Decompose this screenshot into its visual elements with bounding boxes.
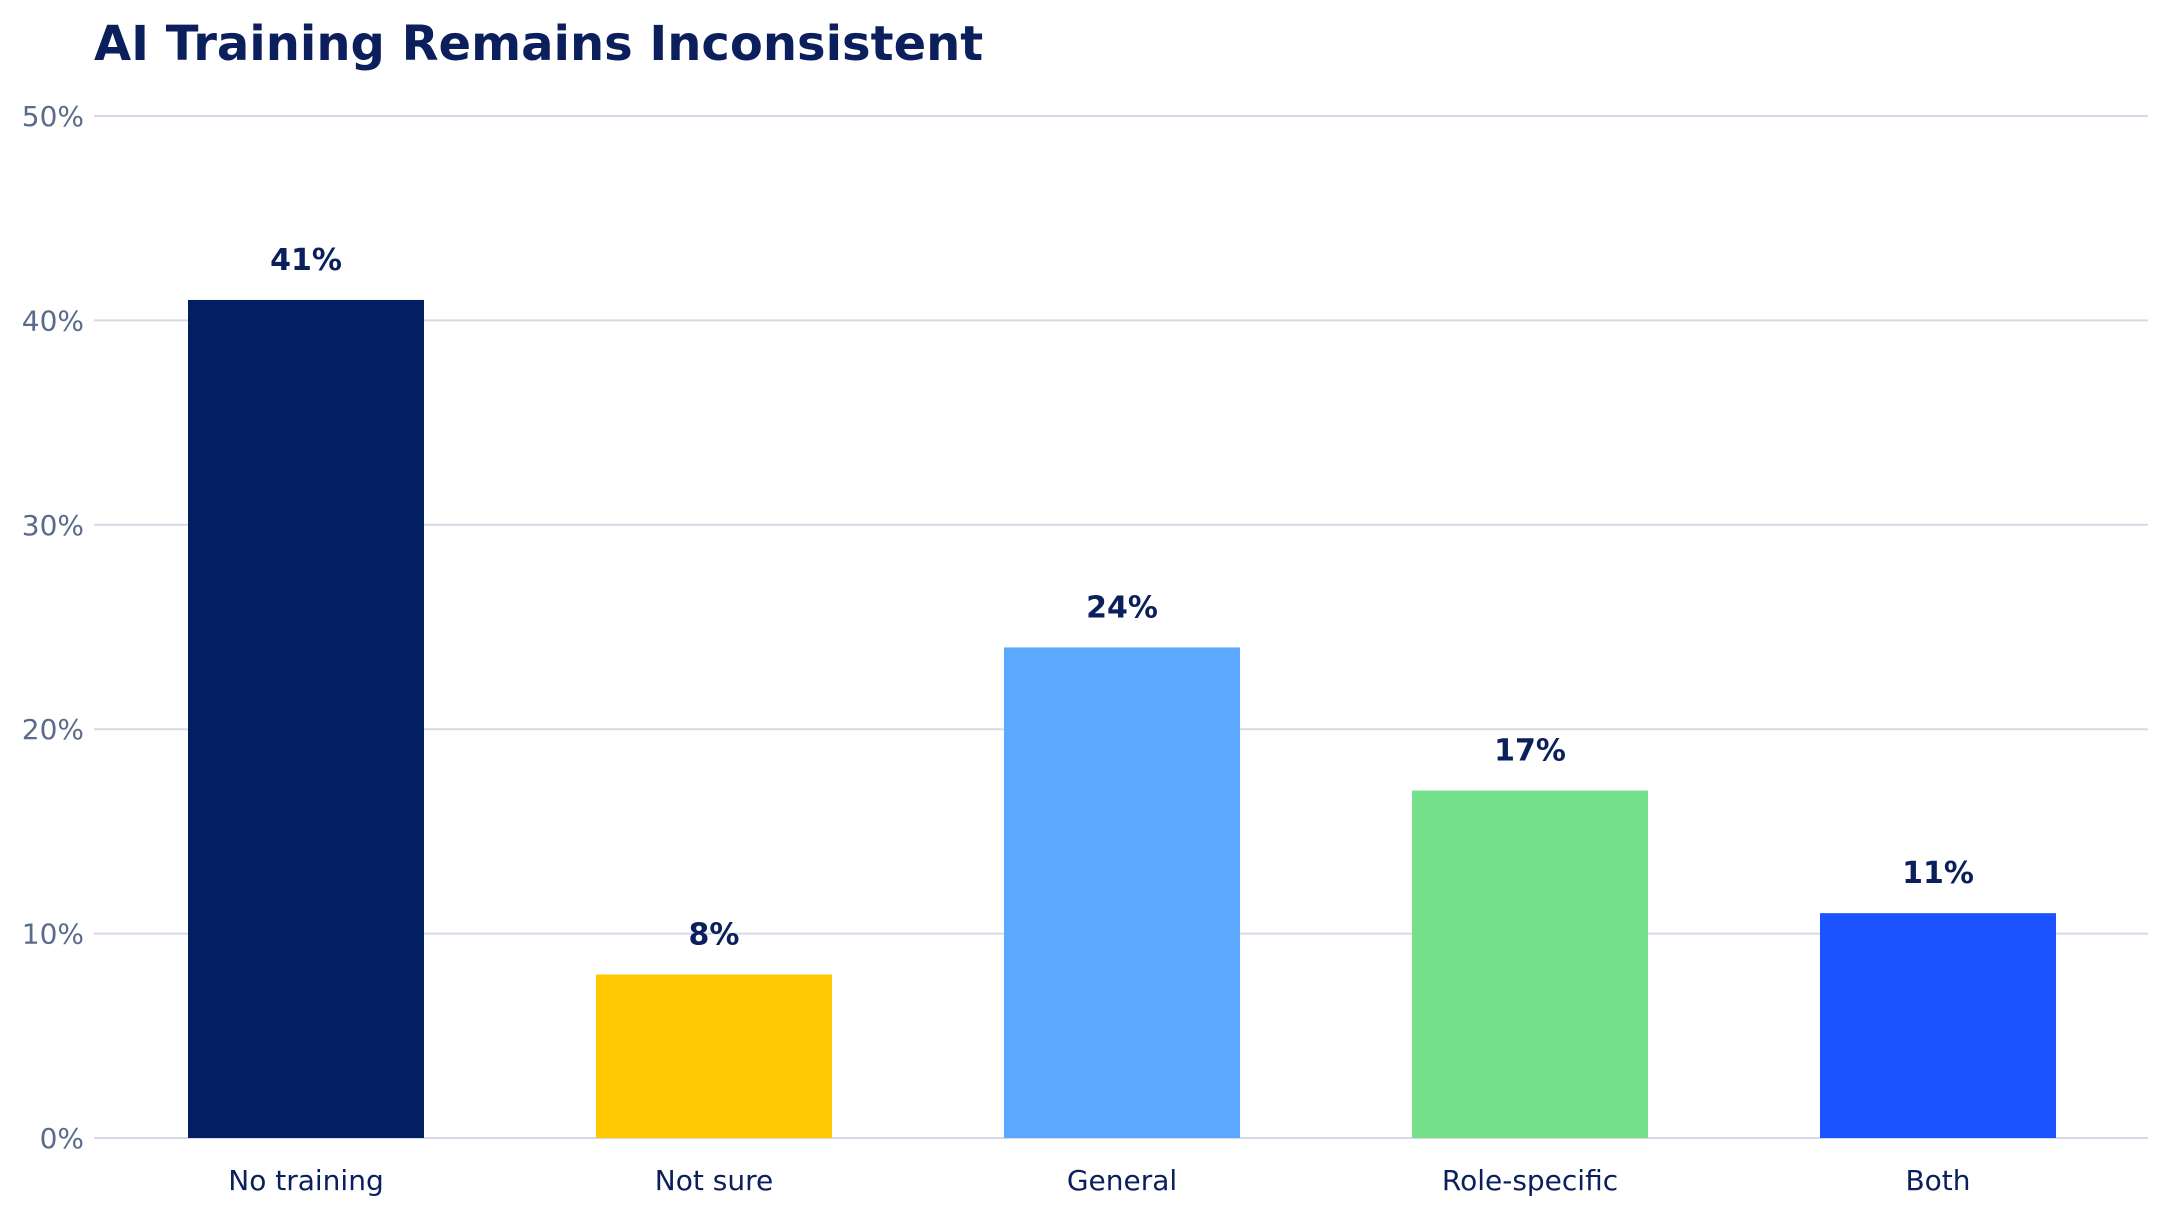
y-tick-label: 20% bbox=[22, 713, 84, 746]
data-label: 8% bbox=[689, 917, 740, 952]
bar-no-training bbox=[188, 299, 424, 1139]
y-axis-ticks: 0% 10% 20% 30% 40% 50% bbox=[22, 100, 84, 1155]
data-label: 24% bbox=[1086, 590, 1158, 625]
bar-role-specific bbox=[1412, 790, 1648, 1138]
bar-not-sure bbox=[596, 974, 832, 1138]
y-tick-label: 40% bbox=[22, 304, 84, 337]
x-category-label: Not sure bbox=[655, 1164, 773, 1197]
bar-both bbox=[1820, 913, 2056, 1138]
x-category-label: Role-specific bbox=[1442, 1164, 1618, 1197]
x-category-label: Both bbox=[1905, 1164, 1970, 1197]
chart-title: AI Training Remains Inconsistent bbox=[94, 16, 984, 72]
y-tick-label: 10% bbox=[22, 918, 84, 951]
x-category-label: General bbox=[1067, 1164, 1177, 1197]
data-label: 41% bbox=[270, 243, 342, 278]
y-tick-label: 30% bbox=[22, 509, 84, 542]
data-label: 17% bbox=[1494, 734, 1566, 769]
bar-general bbox=[1004, 647, 1240, 1138]
y-tick-label: 0% bbox=[40, 1122, 84, 1155]
x-category-label: No training bbox=[228, 1164, 383, 1197]
y-tick-label: 50% bbox=[22, 100, 84, 133]
data-labels: 41% 8% 24% 17% 11% bbox=[270, 243, 1974, 953]
bars bbox=[188, 299, 2056, 1139]
x-axis-categories: No training Not sure General Role-specific B… bbox=[228, 1164, 1970, 1197]
data-label: 11% bbox=[1902, 856, 1974, 891]
